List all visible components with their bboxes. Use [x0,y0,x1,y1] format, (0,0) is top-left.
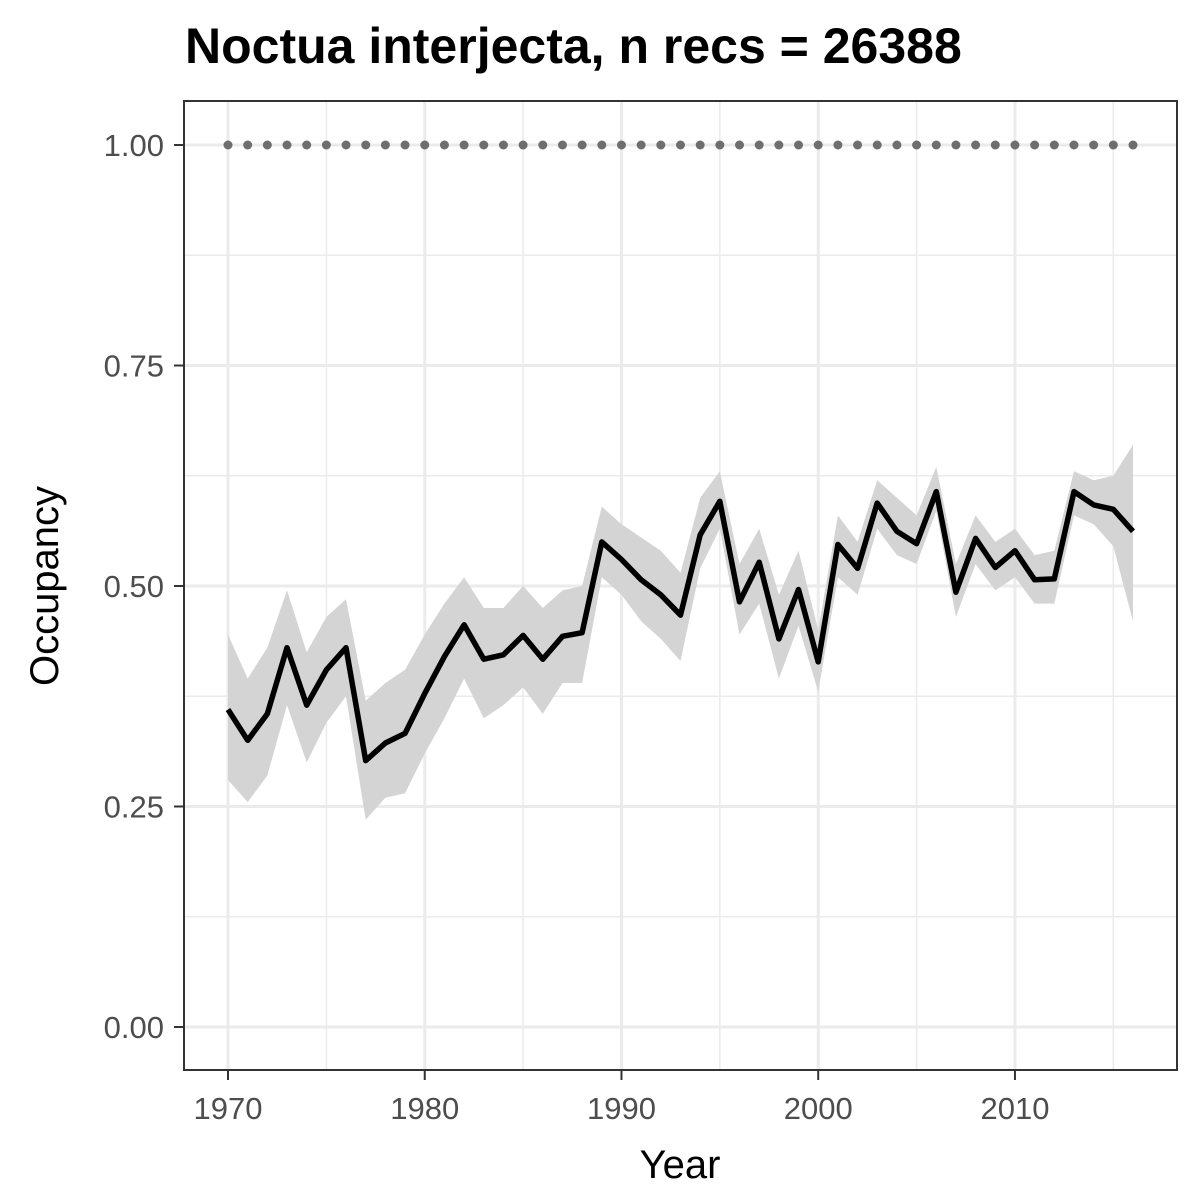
reference-point [380,140,390,150]
reference-point [321,140,331,150]
reference-point [813,140,823,150]
reference-point [498,140,508,150]
reference-point [597,140,607,150]
reference-point [1049,140,1059,150]
reference-point [931,140,941,150]
reference-point [439,140,449,150]
x-tick-label: 2010 [980,1091,1049,1126]
chart-title: Noctua interjecta, n recs = 26388 [185,18,962,74]
reference-point [892,140,902,150]
y-tick-label: 0.00 [104,1010,164,1045]
axis-ticks: 0.00 0.25 0.50 0.75 1.00 1970 1980 1990 2000 2010 [104,128,1050,1126]
reference-point [990,140,1000,150]
reference-point [557,140,567,150]
x-tick-label: 2000 [784,1091,853,1126]
reference-point [715,140,725,150]
y-tick-label: 0.75 [104,349,164,384]
x-tick-label: 1990 [587,1091,656,1126]
reference-point [302,140,312,150]
reference-point [577,140,587,150]
reference-point [223,140,233,150]
reference-point [1010,140,1020,150]
reference-point [912,140,922,150]
reference-point [341,140,351,150]
reference-point [971,140,981,150]
y-tick-label: 1.00 [104,128,164,163]
reference-point [794,140,804,150]
y-axis-title: Occupancy [23,486,67,686]
reference-points [223,140,1138,150]
reference-point [1069,140,1079,150]
reference-point [1030,140,1040,150]
reference-point [518,140,528,150]
reference-point [656,140,666,150]
reference-point [479,140,489,150]
reference-point [853,140,863,150]
y-tick-label: 0.50 [104,569,164,604]
reference-point [695,140,705,150]
reference-point [420,140,430,150]
reference-point [872,140,882,150]
reference-point [400,140,410,150]
reference-point [262,140,272,150]
reference-point [282,140,292,150]
x-axis-title: Year [640,1143,721,1187]
reference-point [1108,140,1118,150]
x-tick-label: 1980 [390,1091,459,1126]
reference-point [676,140,685,150]
reference-point [951,140,961,150]
reference-point [1089,140,1099,150]
occupancy-line [225,488,1136,764]
reference-point [833,140,843,150]
reference-point [538,140,548,150]
reference-point [243,140,253,150]
reference-point [735,140,745,150]
reference-point [361,140,371,150]
reference-point [754,140,764,150]
reference-point [616,140,626,150]
x-tick-label: 1970 [194,1091,263,1126]
reference-point [636,140,646,150]
occupancy-series-line [225,488,1136,764]
reference-point [774,140,784,150]
y-tick-label: 0.25 [104,790,164,825]
reference-point [459,140,469,150]
reference-point [1128,140,1138,150]
